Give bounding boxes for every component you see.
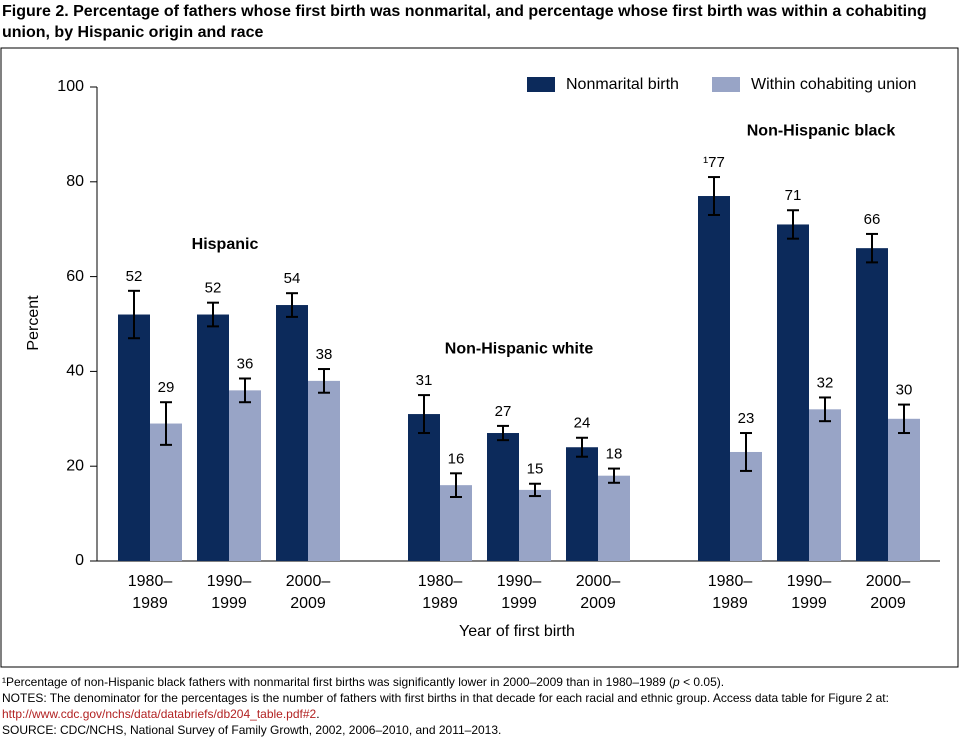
x-tick-label: 1989: [132, 595, 168, 612]
x-axis-label: Year of first birth: [459, 623, 575, 640]
data-label: 15: [527, 461, 544, 478]
bar: [598, 475, 630, 561]
data-label: 66: [864, 211, 881, 228]
x-tick-label: 1990–: [497, 573, 542, 590]
data-label: 71: [785, 187, 802, 204]
group-label: Hispanic: [192, 236, 259, 253]
x-tick-label: 1980–: [418, 573, 463, 590]
chart: Percent Year of first birth 0 20 40 60 80 100…: [0, 47, 959, 668]
y-tick-label: 40: [66, 363, 84, 380]
x-tick-label: 1999: [501, 595, 537, 612]
x-tick-label: 2000–: [576, 573, 621, 590]
x-tick-label: 1989: [422, 595, 458, 612]
notes-text: NOTES: The denominator for the percentag…: [2, 690, 954, 722]
legend-label: Within cohabiting union: [751, 76, 916, 93]
group-label: Non-Hispanic black: [747, 122, 896, 139]
x-tick-label: 2009: [290, 595, 326, 612]
bar: [229, 390, 261, 561]
chart-frame: [0, 47, 959, 668]
bar: [809, 409, 841, 561]
bar: [118, 314, 150, 561]
x-tick-label: 1990–: [207, 573, 252, 590]
bar: [777, 224, 809, 561]
data-label: 29: [158, 379, 175, 396]
y-tick-label: 60: [66, 268, 84, 285]
bar: [487, 433, 519, 561]
x-tick-label: 2000–: [286, 573, 331, 590]
x-tick-label: 1999: [211, 595, 247, 612]
data-label: 32: [817, 374, 834, 391]
x-tick-label: 1989: [712, 595, 748, 612]
data-label: 36: [237, 355, 254, 372]
legend-swatch: [712, 77, 740, 92]
data-label: 31: [416, 372, 433, 389]
bar: [197, 314, 229, 561]
x-tick-label: 1980–: [128, 573, 173, 590]
footnote-text: ¹Percentage of non-Hispanic black father…: [2, 675, 674, 689]
data-label: 52: [126, 268, 143, 285]
y-axis-label: Percent: [25, 295, 42, 351]
data-label: 23: [738, 410, 755, 427]
data-label: 30: [896, 382, 913, 399]
notes-text: .: [316, 707, 320, 721]
legend-label: Nonmarital birth: [566, 76, 679, 93]
data-label: ¹77: [703, 154, 725, 171]
x-tick-label: 2009: [580, 595, 616, 612]
data-label: 16: [448, 450, 465, 467]
x-tick-label: 2009: [870, 595, 906, 612]
data-label: 24: [574, 415, 591, 432]
legend-swatch: [527, 77, 555, 92]
data-label: 18: [606, 446, 623, 463]
bar: [276, 305, 308, 561]
y-tick-label: 0: [75, 552, 84, 569]
source: SOURCE: CDC/NCHS, National Survey of Fam…: [2, 723, 502, 737]
data-label: 52: [205, 280, 222, 297]
footnote-text: p: [673, 675, 680, 689]
y-tick-label: 100: [57, 78, 84, 95]
bar: [566, 447, 598, 561]
data-label: 54: [284, 270, 301, 287]
y-tick-label: 20: [66, 457, 84, 474]
x-tick-label: 1990–: [787, 573, 832, 590]
bar: [698, 196, 730, 561]
data-label: 27: [495, 403, 512, 420]
bar: [519, 489, 551, 561]
bar: [888, 418, 920, 561]
bar: [308, 380, 340, 561]
x-tick-label: 1980–: [708, 573, 753, 590]
notes: ¹Percentage of non-Hispanic black father…: [2, 674, 954, 738]
footnote: ¹Percentage of non-Hispanic black father…: [2, 674, 954, 690]
chart-title: Figure 2. Percentage of fathers whose fi…: [2, 3, 927, 41]
footnote-text: < 0.05).: [679, 675, 725, 689]
data-label: 38: [316, 346, 333, 363]
y-tick-label: 80: [66, 173, 84, 190]
link[interactable]: http://www.cdc.gov/nchs/data/databriefs/…: [2, 707, 317, 721]
bar: [856, 248, 888, 561]
bar: [408, 414, 440, 561]
bar: [150, 423, 182, 561]
notes-text: NOTES: The denominator for the percentag…: [2, 691, 889, 705]
group-label: Non-Hispanic white: [445, 340, 594, 357]
x-tick-label: 2000–: [866, 573, 911, 590]
x-tick-label: 1999: [791, 595, 827, 612]
